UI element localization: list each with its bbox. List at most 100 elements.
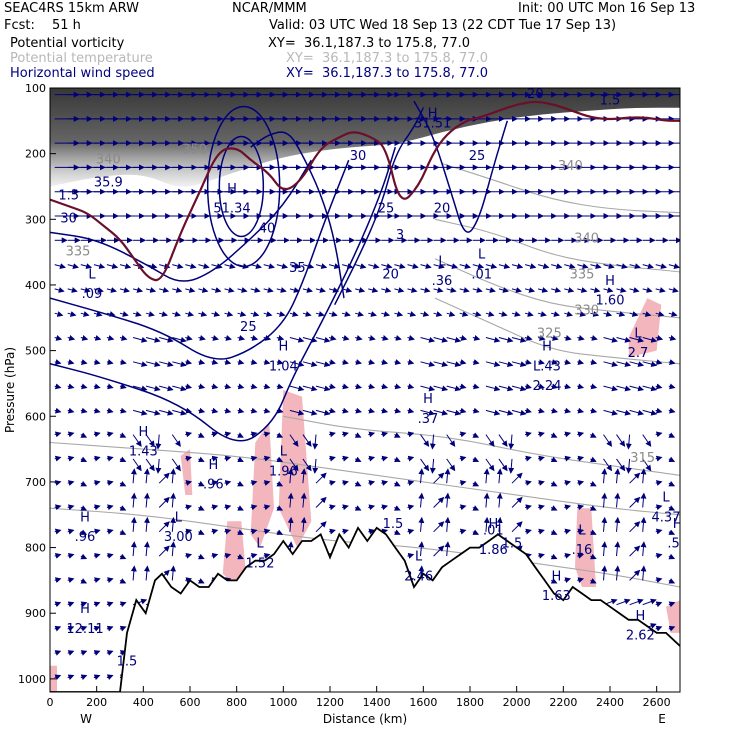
wind-vector [407,383,415,390]
wind-vector [276,287,287,293]
wind-vector [263,383,271,390]
contour-value-label: 30 [60,212,77,227]
wind-vector [485,311,495,317]
wind-vector [198,263,210,269]
wind-vector [564,287,575,293]
wind-vector [130,516,137,532]
contour-value-label: 20 [382,267,399,282]
wind-vector [550,578,558,584]
wind-vector [446,385,462,392]
wind-vector [511,409,527,416]
wind-vector [564,311,573,317]
x-axis-title: Distance (km) [323,712,407,726]
wind-vector [67,287,78,293]
wind-vector [315,311,325,317]
contour-value-label: 315 [630,451,655,466]
wind-vector [276,480,284,487]
wind-vector [263,552,271,559]
wind-vector [433,472,445,484]
wind-vector [381,263,393,269]
wind-vector [420,385,436,392]
extremum-label: H [635,609,645,624]
wind-vector [198,359,206,365]
pink-shade-region [222,521,246,587]
wind-vector [93,431,101,438]
wind-vector [498,434,508,447]
wind-vector [537,504,545,511]
extremum-label: 2.62 [626,628,655,643]
pink-shade-region [575,508,596,587]
wind-vector [625,458,632,474]
wind-vector [315,521,327,533]
wind-vector [67,528,75,535]
wind-vector [106,335,115,341]
wind-vector [459,480,467,486]
wind-vector [302,287,313,293]
wind-vector [67,625,75,632]
wind-vector [577,359,585,365]
wind-vector [80,263,93,269]
wind-vector [668,263,680,269]
contour-value-label: 1.5 [58,189,79,204]
wind-vector [603,287,614,293]
wind-vector [564,552,572,559]
wind-vector [185,311,195,317]
extremum-label: .01 [483,523,504,538]
extremum-label: H [428,107,438,122]
wind-vector [642,263,654,269]
extremum-label: 2.24 [533,379,562,394]
wind-vector [668,383,676,390]
wind-vector [198,407,206,414]
wind-vector [145,287,157,293]
wind-vector [224,528,232,535]
contour-labels: 340 350 35.9 1.5 30 335 40 35 25 20 30 25 20 25 20 1.5 3… [58,88,683,670]
extremum-label: H [423,392,433,407]
wind-vector [67,431,75,438]
wind-vector [614,468,621,484]
wind-vector [172,385,187,392]
wind-vector [80,480,88,487]
wind-vector [211,528,219,535]
wind-vector [420,458,430,472]
contour-value-label: 1.5 [383,517,404,532]
tropopause-line [50,100,680,282]
wind-vector [355,407,362,414]
wind-vector [211,431,219,438]
wind-vector [564,359,572,365]
wind-vector [564,480,572,486]
extremum-label: H [488,517,498,532]
wind-vector [263,528,271,535]
wind-vector [655,335,664,341]
wind-vector [655,383,663,390]
y-tick-label: 500 [25,345,46,358]
wind-vector [418,468,425,484]
wind-vector [368,359,376,365]
wind-vector [550,553,558,560]
contour-value-label: 25 [240,320,257,335]
wind-vector [511,472,523,484]
extremum-label: .01 [471,267,492,282]
contour-value-label: 330 [574,304,599,319]
y-tick-label: 400 [25,279,46,292]
wind-vector [211,504,219,511]
wind-vector [67,552,75,559]
wind-vector [407,335,415,341]
wind-vector [80,553,88,560]
wind-vector [341,263,354,269]
extremum-label: H [673,517,683,532]
contour-value-label: 340 [558,159,583,174]
wind-vector [354,505,362,511]
wind-vector [263,480,271,486]
wind-vector [603,409,618,416]
wind-vector [524,431,532,438]
wind-vector [67,407,75,414]
y-axis-title: Pressure (hPa) [3,347,17,433]
wind-vector [80,383,88,390]
wind-vector [54,407,62,414]
wind-vector [106,455,114,462]
wind-vector [54,625,62,632]
wind-vector [496,492,503,508]
wind-vector [601,565,608,581]
wind-vector [472,456,480,463]
